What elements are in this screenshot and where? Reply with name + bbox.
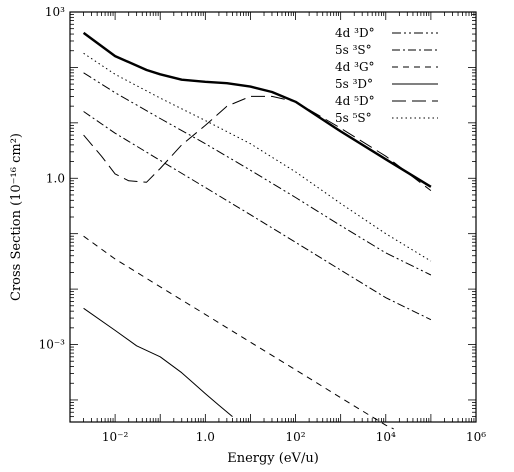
series-line-dash-dot-dot bbox=[83, 72, 432, 276]
x-axis-title: Energy (eV/u) bbox=[227, 451, 319, 466]
legend: 4d ³D° 5s ³S° 4d ³G° 5s ³D° 4d ⁵D° 5s ⁵S° bbox=[335, 26, 438, 125]
series-line-thick-solid bbox=[82, 31, 432, 188]
y-axis-title: Cross Section (10⁻¹⁶ cm²) bbox=[9, 133, 24, 301]
plot-frame bbox=[69, 11, 477, 423]
legend-label: 5s ³D° bbox=[335, 77, 373, 91]
y-tick-label: 10³ bbox=[45, 5, 65, 19]
axis-ticks bbox=[69, 11, 476, 423]
x-tick-label: 10⁴ bbox=[376, 430, 396, 444]
series-layer bbox=[82, 31, 432, 430]
x-tick-label: 10² bbox=[286, 430, 306, 444]
x-tick-label: 10⁶ bbox=[466, 430, 486, 444]
series-line-solid bbox=[83, 307, 233, 417]
series-line-dash-dot bbox=[83, 111, 432, 321]
legend-label: 4d ³D° bbox=[335, 26, 375, 40]
x-tick-label: 1.0 bbox=[196, 430, 215, 444]
axis-tick-labels: 10⁻² 1.0 10² 10⁴ 10⁶ 10⁻³ 1.0 10³ bbox=[39, 5, 487, 444]
y-tick-label: 1.0 bbox=[46, 171, 65, 185]
series-line-short-dash bbox=[83, 235, 394, 430]
legend-label: 5s ⁵S° bbox=[335, 111, 372, 125]
series-line-dotted bbox=[83, 52, 432, 262]
legend-label: 5s ³S° bbox=[335, 43, 372, 57]
x-tick-label: 10⁻² bbox=[102, 430, 129, 444]
legend-label: 4d ⁵D° bbox=[335, 94, 375, 108]
series-line-long-dash bbox=[83, 95, 432, 191]
y-tick-label: 10⁻³ bbox=[39, 338, 66, 352]
legend-label: 4d ³G° bbox=[335, 60, 375, 74]
